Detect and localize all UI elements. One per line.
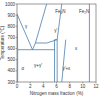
phase-boundary xyxy=(18,49,55,50)
x-tick-label: 10 xyxy=(80,84,86,89)
plot-lines xyxy=(17,4,89,82)
y-tick-label: 700 xyxy=(7,35,15,40)
phase-label: γ' xyxy=(54,28,57,33)
phase-label: γ xyxy=(25,24,28,29)
phase-boundary xyxy=(35,4,46,43)
phase-label: α xyxy=(22,66,25,71)
y-tick-label: 600 xyxy=(7,46,15,51)
phase-label: γ+γ' xyxy=(34,63,42,68)
x-axis-label: Nitrogen mass fraction (%) xyxy=(30,91,84,96)
phase-label: Fe₄N xyxy=(55,9,65,14)
y-tick xyxy=(16,82,18,83)
phase-boundary xyxy=(62,40,66,82)
y-tick xyxy=(16,48,18,49)
phase-label: Fe₂N xyxy=(79,9,89,14)
phase-boundary xyxy=(32,43,46,50)
y-axis-label: Temperature (°C) xyxy=(0,25,5,60)
y-tick xyxy=(16,4,18,5)
phase-boundary xyxy=(17,14,18,82)
phase-boundary xyxy=(55,40,58,82)
chart: 0 2 4 6 8 10 12 300 400 500 600 700 800 900 1000 Nitrog… xyxy=(0,0,100,98)
y-tick xyxy=(16,26,18,27)
y-tick-label: 500 xyxy=(7,57,15,62)
y-tick xyxy=(16,59,18,60)
y-tick-label: 1000 xyxy=(5,2,16,7)
y-tick-label: 900 xyxy=(7,13,15,18)
x-tick-label: 6 xyxy=(55,84,58,89)
y-tick-label: 300 xyxy=(7,80,15,85)
y-tick xyxy=(16,70,18,71)
plot-frame xyxy=(17,4,96,82)
y-tick xyxy=(16,15,18,16)
x-tick-label: 2 xyxy=(29,84,32,89)
x-tick-label: 12 xyxy=(93,84,99,89)
phase-label: ε xyxy=(75,46,77,51)
x-tick-label: 4 xyxy=(42,84,45,89)
y-tick xyxy=(16,37,18,38)
phase-boundary xyxy=(17,14,32,50)
phase-label: γ'+ε xyxy=(63,66,71,71)
phase-boundary xyxy=(89,4,90,82)
y-tick-label: 800 xyxy=(7,24,15,29)
x-tick-label: 8 xyxy=(68,84,71,89)
x-tick-label: 0 xyxy=(16,84,19,89)
y-tick-label: 400 xyxy=(7,68,15,73)
